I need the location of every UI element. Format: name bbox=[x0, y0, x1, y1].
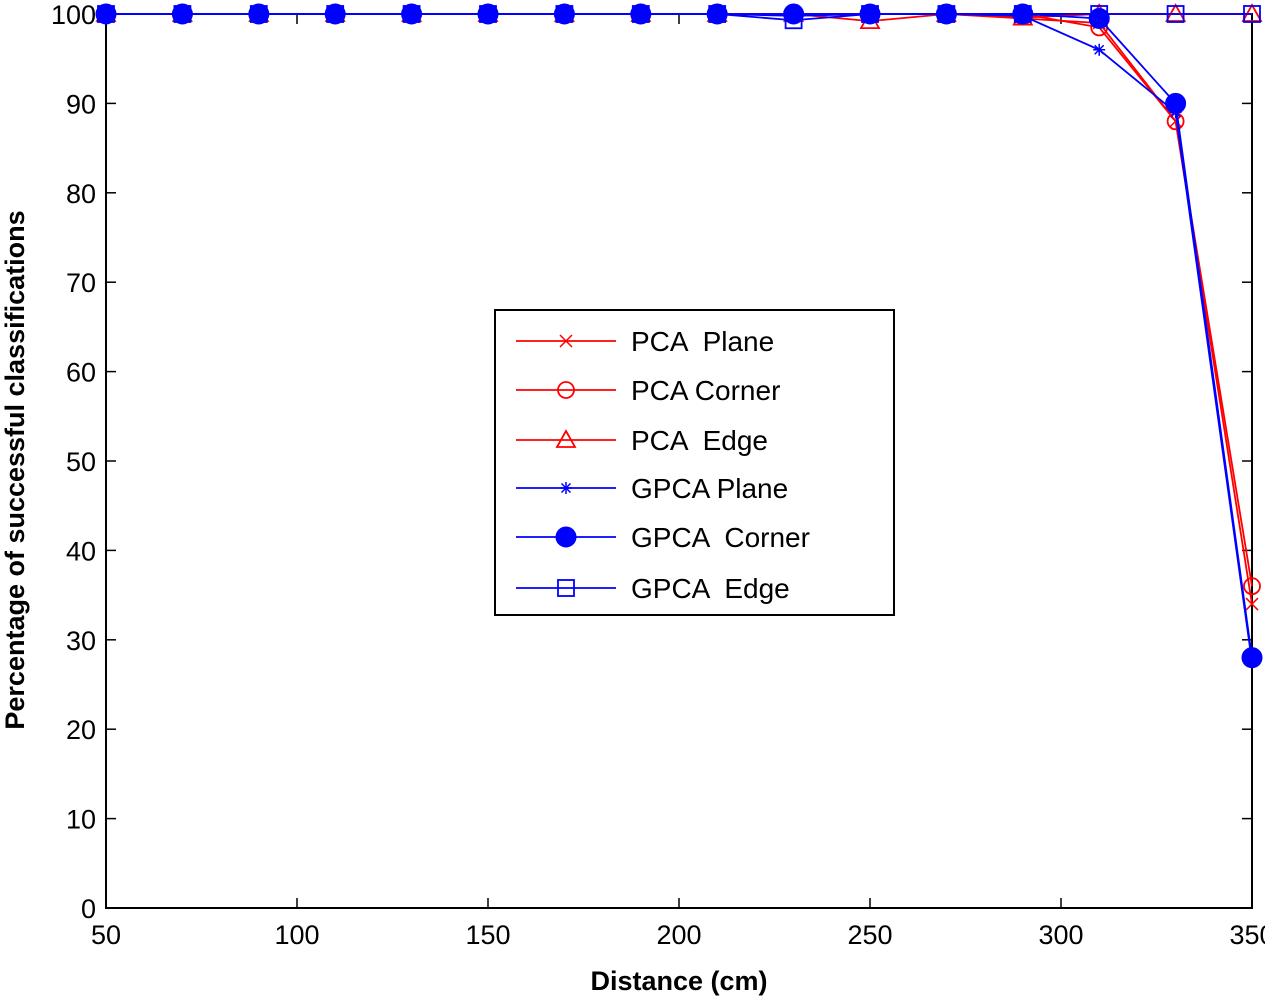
legend-label: GPCA Edge bbox=[631, 573, 790, 604]
series-layer bbox=[95, 3, 1263, 669]
series-4 bbox=[95, 3, 1263, 669]
data-point-filledcircle bbox=[1165, 92, 1187, 114]
data-point--stroke bbox=[1094, 44, 1105, 55]
y-axis: 0 10 20 30 40 50 60 70 80 90 100 bbox=[51, 0, 1252, 924]
data-point- bbox=[1241, 3, 1263, 22]
data-point-s bbox=[555, 5, 574, 23]
y-tick-label: 60 bbox=[66, 358, 96, 388]
y-tick-label: 10 bbox=[66, 805, 96, 835]
legend: PCA Plane PCA Corner PCA Edge GPCA Plane GPC… bbox=[494, 309, 895, 616]
y-axis-label: Percentage of successful classifications bbox=[0, 210, 30, 729]
legend-marker bbox=[557, 381, 575, 399]
data-point-s bbox=[402, 5, 421, 23]
data-point-s bbox=[861, 5, 879, 23]
x-tick-label: 200 bbox=[656, 920, 701, 950]
y-tick-label: 50 bbox=[66, 447, 96, 477]
x-tick-label: 350 bbox=[1229, 920, 1265, 950]
x-tick-label: 300 bbox=[1038, 920, 1083, 950]
x-tick-label: 250 bbox=[847, 920, 892, 950]
data-point-s bbox=[784, 11, 803, 30]
legend-marker bbox=[555, 429, 577, 448]
legend-marker bbox=[559, 334, 573, 348]
legend-entry: GPCA Plane bbox=[516, 473, 788, 504]
legend-label: GPCA Plane bbox=[631, 473, 788, 504]
y-tick-label: 70 bbox=[66, 268, 96, 298]
y-tick-label: 0 bbox=[81, 894, 96, 924]
data-point-s bbox=[1013, 5, 1032, 23]
y-tick-label: 90 bbox=[66, 89, 96, 119]
data-point-s bbox=[937, 5, 956, 23]
legend-marker-stroke bbox=[560, 482, 572, 494]
x-tick-label: 150 bbox=[465, 920, 510, 950]
data-point-s bbox=[1090, 5, 1109, 23]
legend-box bbox=[494, 309, 895, 616]
series-line bbox=[106, 13, 1252, 22]
data-point-s bbox=[249, 5, 268, 23]
data-point-s bbox=[1166, 5, 1185, 23]
data-point-x-stroke bbox=[1245, 597, 1259, 611]
legend-entry: PCA Edge bbox=[516, 425, 768, 456]
legend-label: PCA Corner bbox=[631, 375, 780, 406]
data-point- bbox=[1093, 43, 1106, 56]
y-tick-label: 100 bbox=[51, 0, 96, 30]
legend-entry: GPCA Corner bbox=[516, 522, 810, 553]
data-point-s bbox=[631, 5, 650, 23]
legend-marker bbox=[560, 482, 572, 494]
data-point-s bbox=[479, 5, 497, 23]
data-point-filledcircle bbox=[1241, 647, 1263, 669]
data-point-s bbox=[326, 5, 345, 23]
legend-entry: PCA Corner bbox=[516, 375, 780, 406]
series-5 bbox=[97, 5, 1261, 30]
legend-marker bbox=[555, 526, 577, 548]
data-point-s bbox=[1243, 5, 1261, 23]
x-axis: 50 100 150 200 250 300 350 bbox=[91, 14, 1265, 950]
y-tick-label: 30 bbox=[66, 626, 96, 656]
legend-entry: PCA Plane bbox=[516, 326, 774, 357]
legend-label: GPCA Corner bbox=[631, 522, 810, 553]
x-axis-label: Distance (cm) bbox=[590, 966, 767, 996]
data-point- bbox=[1165, 3, 1187, 22]
data-point-filledcircle bbox=[1088, 7, 1110, 29]
y-tick-label: 80 bbox=[66, 179, 96, 209]
data-point-s bbox=[708, 5, 727, 23]
legend-marker bbox=[557, 579, 575, 597]
data-point-s bbox=[173, 5, 192, 23]
legend-label: PCA Plane bbox=[631, 326, 774, 357]
data-point-o bbox=[1243, 577, 1261, 596]
y-tick-label: 20 bbox=[66, 715, 96, 745]
data-point-s bbox=[97, 5, 115, 23]
legend-marker-stroke bbox=[559, 334, 573, 348]
data-point-x bbox=[1245, 597, 1259, 611]
legend-entry: GPCA Edge bbox=[516, 573, 790, 604]
y-tick-label: 40 bbox=[66, 536, 96, 566]
x-tick-label: 100 bbox=[274, 920, 319, 950]
legend-label: PCA Edge bbox=[631, 425, 768, 456]
x-tick-label: 50 bbox=[91, 920, 121, 950]
